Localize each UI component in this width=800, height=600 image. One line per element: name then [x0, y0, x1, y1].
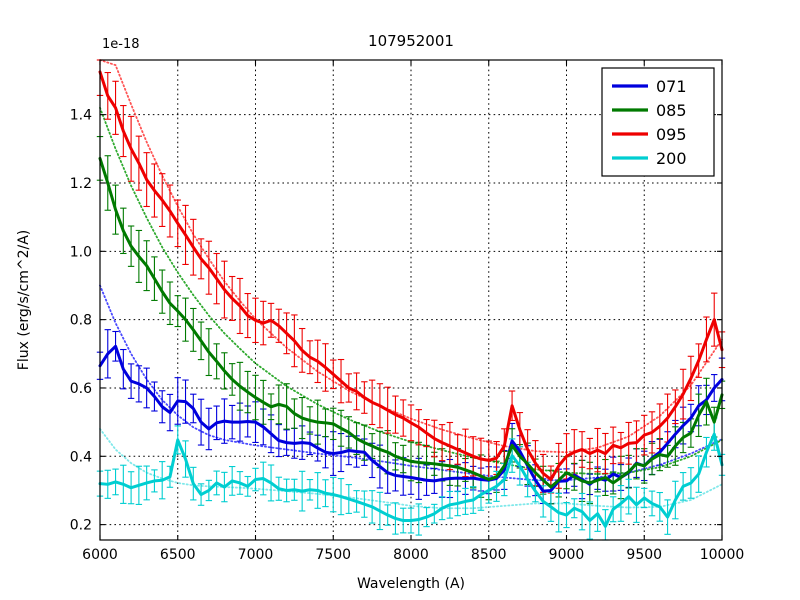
page-title: 107952001 — [368, 32, 454, 50]
y-tick-label: 1.2 — [70, 176, 92, 192]
y-tick-label: 1.0 — [70, 244, 92, 260]
series-curve-layer — [98, 70, 724, 528]
series-line-071[interactable] — [98, 344, 724, 493]
legend-label-095: 095 — [656, 125, 687, 144]
series-line-095[interactable] — [98, 70, 724, 482]
legend-item-200[interactable]: 200 — [612, 149, 687, 168]
y-tick-label: 0.2 — [70, 518, 92, 534]
legend-item-095[interactable]: 095 — [612, 125, 687, 144]
y-tick-label: 0.8 — [70, 313, 92, 329]
x-tick-label: 7500 — [315, 547, 351, 563]
x-tick-label: 6500 — [160, 547, 196, 563]
y-tick-label: 1.4 — [70, 108, 92, 124]
x-tick-label: 9500 — [626, 547, 662, 563]
legend[interactable]: 071 085 095 200 — [601, 67, 715, 177]
legend-label-071: 071 — [656, 77, 687, 96]
legend-label-200: 200 — [656, 149, 687, 168]
axes-text-layer: 6000 6500 7000 7500 8000 8500 9000 9500 10000 0.2… — [16, 32, 744, 592]
series-line-200[interactable] — [98, 432, 724, 528]
x-tick-label: 8000 — [393, 547, 429, 563]
legend-item-085[interactable]: 085 — [612, 101, 687, 120]
y-tick-label: 0.4 — [70, 449, 92, 465]
x-tick-label: 7000 — [238, 547, 274, 563]
y-tick-label: 0.6 — [70, 381, 92, 397]
y-axis-label: Flux (erg/s/cm^2/A) — [16, 230, 32, 370]
y-axis-offset-label: 1e-18 — [102, 37, 140, 52]
x-axis-label: Wavelength (A) — [357, 576, 465, 592]
axes-frame-layer — [99, 59, 723, 541]
x-tick-label: 6000 — [82, 547, 118, 563]
x-tick-label: 10000 — [700, 547, 745, 563]
legend-item-071[interactable]: 071 — [612, 77, 687, 96]
legend-label-085: 085 — [656, 101, 687, 120]
series-line-085[interactable] — [98, 156, 724, 489]
x-tick-label: 8500 — [471, 547, 507, 563]
x-tick-label: 9000 — [549, 547, 585, 563]
